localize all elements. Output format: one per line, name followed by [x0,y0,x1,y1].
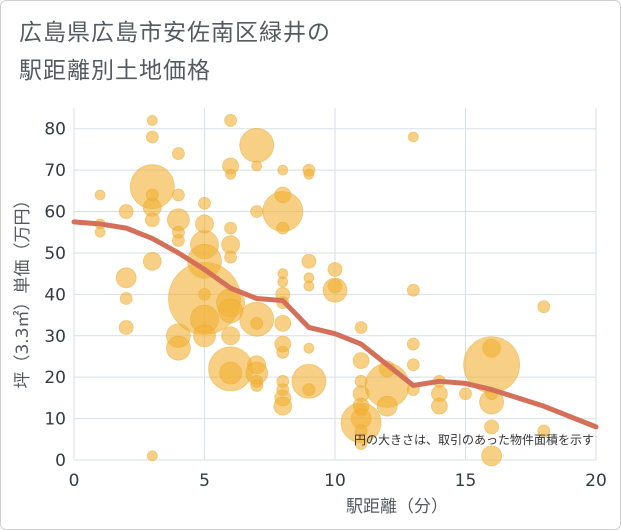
bubble-point [277,164,289,176]
bubble-point [481,445,503,467]
bubble-point [459,387,472,401]
trend-line [71,219,599,430]
bubble-point [225,168,237,180]
bubble-point [303,168,315,180]
x-tick-label: 10 [324,471,346,491]
bubble-point [224,114,238,127]
bubble-point [352,352,370,370]
bubble-point [537,424,551,438]
bubble-point [239,127,275,163]
bubble-point [322,277,348,303]
bubble-point [250,205,264,218]
bubble-point [221,326,241,346]
bubble-point [146,450,158,462]
bubble-point [406,337,420,351]
size-note: 円の大きさは、取引のあった物件面積を示す [354,432,594,447]
y-tick-label: 40 [44,285,66,305]
bubble-point [407,131,419,143]
bubble-point [303,280,315,292]
bubble-point [145,130,159,144]
y-tick-label: 0 [55,451,66,471]
x-tick-label: 0 [69,471,80,491]
bubble-point [273,396,293,416]
bubble-point [118,204,134,219]
bubble-point [251,160,263,172]
bubble-point [354,321,368,334]
bubble-point [376,395,398,417]
bubble-point [430,397,448,415]
x-tick-label: 5 [199,471,210,491]
bubble-point [354,437,368,450]
bubble-point [406,283,420,297]
bubble-point [144,212,160,228]
x-axis-title: 駅距離（分） [346,497,448,517]
y-tick-label: 60 [44,203,66,223]
bubble-point [302,383,316,397]
bubble-point [303,342,315,354]
axis-ticks: 0 5 10 15 20 0 10 20 30 40 50 60 70 80 [44,120,606,491]
y-tick-label: 80 [44,120,66,140]
bubble-point [276,345,290,359]
bubble-point [484,419,500,435]
bubble-point [250,379,264,392]
bubble-point [94,189,106,201]
bubble-point [146,115,158,126]
chart-title-line1: 広島県広島市安佐南区緑井の [19,20,331,46]
bubble-point [94,226,106,238]
bubble-point [537,300,551,314]
bubble-point [406,358,420,372]
trend-series [71,219,599,430]
bubble-point [142,251,162,271]
bubble-point [115,267,137,289]
y-tick-label: 50 [44,244,66,264]
bubble-point [301,253,317,269]
y-tick-label: 70 [44,161,66,181]
bubble-point [193,324,216,348]
bubble-point [276,221,290,235]
chart-title-line2: 駅距離別土地価格 [19,58,211,84]
bubble-point [198,196,211,210]
bubble-point [277,276,289,288]
bubble-point [224,221,238,235]
x-tick-label: 15 [455,471,477,491]
x-tick-label: 20 [585,471,607,491]
bubble-point [250,316,264,330]
bubble-point [171,147,185,160]
bubble-point [218,298,244,324]
y-tick-label: 30 [44,327,66,347]
bubble-point [219,361,243,385]
bubble-point [118,320,134,335]
bubble-point [195,214,214,234]
bubble-point [119,292,133,305]
y-axis-title: 坪（3.3㎡）単価（万円） [13,191,33,388]
bubble-point [274,314,292,332]
bubble-point [171,188,185,202]
bubble-point [171,234,185,247]
bubble-series [94,114,551,467]
bubble-point [291,363,327,399]
y-tick-label: 10 [44,410,66,430]
bubble-point [354,424,368,438]
bubble-point [224,250,238,264]
y-tick-label: 20 [44,368,66,388]
bubble-point [165,335,191,361]
bubble-point [327,262,343,277]
